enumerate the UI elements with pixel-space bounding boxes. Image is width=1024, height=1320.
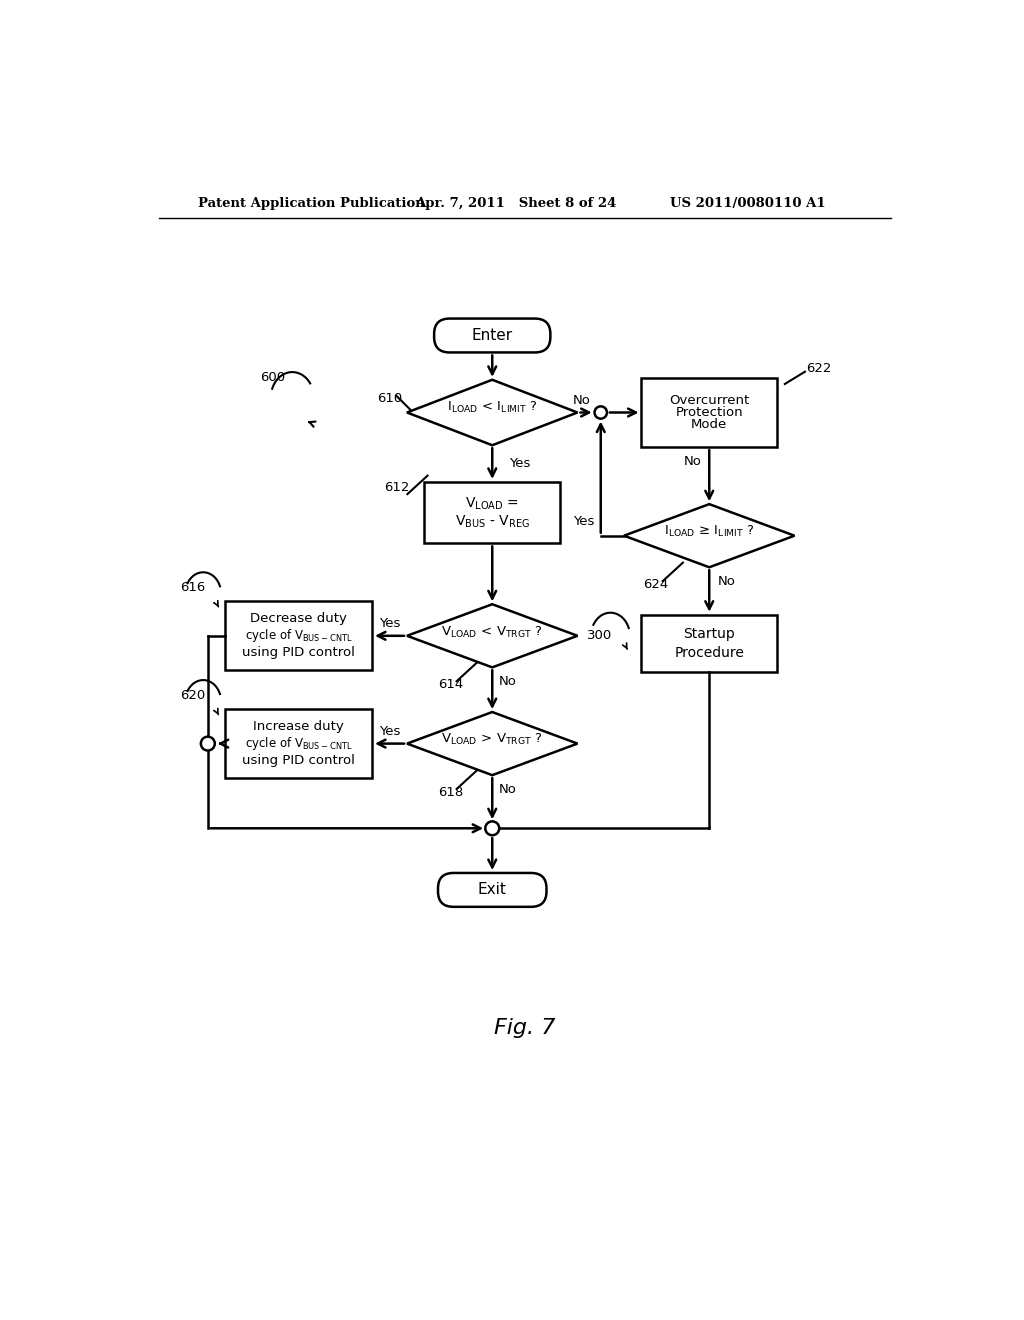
Text: 610: 610 bbox=[378, 392, 402, 405]
Text: No: No bbox=[499, 675, 517, 688]
Bar bbox=[641, 615, 777, 672]
Text: using PID control: using PID control bbox=[242, 647, 355, 659]
Text: Yes: Yes bbox=[379, 725, 400, 738]
Text: Fig. 7: Fig. 7 bbox=[495, 1019, 555, 1039]
Bar bbox=[225, 709, 372, 779]
Text: 624: 624 bbox=[643, 578, 669, 591]
Circle shape bbox=[201, 737, 215, 751]
Text: Protection: Protection bbox=[676, 407, 743, 418]
Text: I$_{\mathregular{LOAD}}$ < I$_{\mathregular{LIMIT}}$ ?: I$_{\mathregular{LOAD}}$ < I$_{\mathregu… bbox=[446, 400, 538, 416]
Text: Startup: Startup bbox=[683, 627, 735, 642]
Text: V$_{\mathregular{LOAD}}$ < V$_{\mathregular{TRGT}}$ ?: V$_{\mathregular{LOAD}}$ < V$_{\mathregu… bbox=[441, 624, 543, 639]
Text: No: No bbox=[683, 454, 701, 467]
Text: No: No bbox=[572, 393, 590, 407]
Text: 600: 600 bbox=[260, 371, 285, 384]
Text: No: No bbox=[499, 783, 517, 796]
Text: Apr. 7, 2011   Sheet 8 of 24: Apr. 7, 2011 Sheet 8 of 24 bbox=[415, 197, 616, 210]
Text: Mode: Mode bbox=[691, 418, 727, 432]
Polygon shape bbox=[407, 380, 578, 445]
Text: Yes: Yes bbox=[379, 616, 400, 630]
Text: cycle of V$_{\mathregular{BUS-CNTL}}$: cycle of V$_{\mathregular{BUS-CNTL}}$ bbox=[245, 735, 352, 752]
Text: No: No bbox=[718, 574, 735, 587]
Polygon shape bbox=[624, 504, 795, 568]
Text: 618: 618 bbox=[438, 785, 463, 799]
Text: Patent Application Publication: Patent Application Publication bbox=[198, 197, 425, 210]
Circle shape bbox=[485, 821, 500, 836]
Text: Procedure: Procedure bbox=[675, 645, 744, 660]
Text: Yes: Yes bbox=[509, 457, 530, 470]
Bar bbox=[225, 601, 372, 671]
Bar bbox=[424, 482, 560, 544]
Text: Exit: Exit bbox=[478, 882, 507, 898]
Text: Yes: Yes bbox=[573, 515, 595, 528]
Bar bbox=[641, 378, 777, 447]
Text: Overcurrent: Overcurrent bbox=[669, 393, 750, 407]
FancyBboxPatch shape bbox=[438, 873, 547, 907]
Text: Enter: Enter bbox=[472, 327, 513, 343]
Text: 612: 612 bbox=[384, 482, 410, 495]
Text: V$_{\mathregular{LOAD}}$ > V$_{\mathregular{TRGT}}$ ?: V$_{\mathregular{LOAD}}$ > V$_{\mathregu… bbox=[441, 733, 543, 747]
Text: Increase duty: Increase duty bbox=[253, 721, 344, 733]
Text: using PID control: using PID control bbox=[242, 754, 355, 767]
FancyBboxPatch shape bbox=[434, 318, 550, 352]
Text: 622: 622 bbox=[807, 362, 831, 375]
Text: Decrease duty: Decrease duty bbox=[250, 612, 347, 626]
Text: I$_{\mathregular{LOAD}}$ ≥ I$_{\mathregular{LIMIT}}$ ?: I$_{\mathregular{LOAD}}$ ≥ I$_{\mathregu… bbox=[664, 524, 755, 540]
Text: V$_{\mathregular{BUS}}$ - V$_{\mathregular{REG}}$: V$_{\mathregular{BUS}}$ - V$_{\mathregul… bbox=[455, 513, 529, 531]
Text: 614: 614 bbox=[438, 677, 463, 690]
Text: cycle of V$_{\mathregular{BUS-CNTL}}$: cycle of V$_{\mathregular{BUS-CNTL}}$ bbox=[245, 627, 352, 644]
Text: 620: 620 bbox=[180, 689, 205, 702]
Text: 616: 616 bbox=[180, 581, 205, 594]
Text: US 2011/0080110 A1: US 2011/0080110 A1 bbox=[671, 197, 826, 210]
Text: V$_{\mathregular{LOAD}}$ =: V$_{\mathregular{LOAD}}$ = bbox=[465, 495, 519, 512]
Circle shape bbox=[595, 407, 607, 418]
Polygon shape bbox=[407, 711, 578, 775]
Text: 300: 300 bbox=[587, 630, 612, 643]
Polygon shape bbox=[407, 605, 578, 668]
